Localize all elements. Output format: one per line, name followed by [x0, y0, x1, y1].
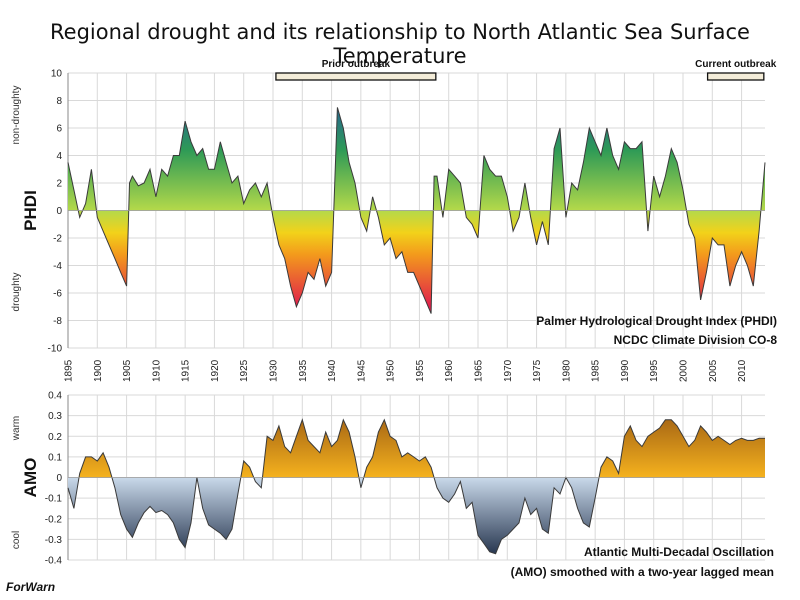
amo-series-line — [67, 418, 765, 555]
amo-positive-area — [68, 419, 765, 478]
chart-title: Regional drought and its relationship to… — [50, 20, 750, 68]
phdi-negative-area — [68, 210, 765, 314]
y-tick-label: 0.4 — [48, 391, 62, 402]
outbreak-period-bar — [275, 72, 437, 81]
x-tick-label: 1940 — [327, 359, 338, 382]
x-tick-label: 1980 — [561, 359, 572, 382]
x-tick-label: 1950 — [386, 359, 397, 382]
credit-label: ForWarn — [6, 580, 56, 594]
phdi-low-label: droughty — [11, 273, 22, 312]
x-tick-label: 1985 — [591, 359, 602, 382]
amo-low-label: cool — [11, 531, 22, 549]
phdi-series-line — [67, 107, 766, 314]
y-tick-label: -10 — [48, 344, 63, 355]
outbreak-period-label: Current outbreak — [695, 59, 777, 70]
x-tick-label: 1955 — [415, 359, 426, 382]
x-tick-label: 1930 — [269, 359, 280, 382]
amo-high-label: warm — [11, 416, 22, 441]
y-tick-label: 0.2 — [48, 432, 62, 443]
y-tick-label: -0.2 — [45, 514, 63, 525]
y-tick-label: -0.4 — [45, 556, 63, 567]
phdi-annotation-line1: Palmer Hydrological Drought Index (PHDI) — [536, 314, 777, 328]
x-tick-label: 1960 — [444, 359, 455, 382]
y-tick-label: 6 — [56, 124, 62, 135]
outbreak-period-label: Prior outbreak — [322, 59, 391, 70]
y-tick-label: 8 — [56, 96, 62, 107]
y-tick-label: 0.3 — [48, 411, 62, 422]
y-tick-label: -4 — [53, 261, 62, 272]
amo-axis-title: AMO — [21, 458, 40, 498]
y-tick-label: -0.3 — [45, 535, 63, 546]
x-tick-label: 1965 — [474, 359, 485, 382]
amo-panel: 0.4 0.3 0.2 0.1 0 -0.1 -0.2 -0.3 -0.4 AMO warm cool… — [11, 391, 774, 580]
x-tick-label: 2010 — [737, 359, 748, 382]
phdi-high-label: non-droughty — [11, 86, 22, 145]
outbreak-period-bar — [706, 72, 765, 81]
y-tick-label: 0 — [56, 206, 62, 217]
y-tick-label: -2 — [53, 234, 62, 245]
x-tick-label: 1990 — [620, 359, 631, 382]
x-tick-label: 1975 — [532, 359, 543, 382]
phdi-annotation-line2: NCDC Climate Division CO-8 — [614, 333, 778, 347]
y-tick-label: 10 — [51, 69, 63, 80]
phdi-positive-area — [68, 107, 765, 211]
y-tick-label: 2 — [56, 179, 62, 190]
x-tick-label: 1905 — [122, 359, 133, 382]
y-tick-label: -8 — [53, 316, 62, 327]
phdi-axis-title: PHDI — [21, 190, 40, 231]
y-tick-label: -6 — [53, 289, 62, 300]
x-tick-label: 1920 — [210, 359, 221, 382]
x-tick-label: 1900 — [93, 359, 104, 382]
x-tick-label: 2000 — [679, 359, 690, 382]
y-tick-label: 4 — [56, 151, 62, 162]
x-tick-label: 1925 — [239, 359, 250, 382]
amo-annotation-line2: (AMO) smoothed with a two-year lagged me… — [511, 565, 774, 579]
x-tick-label: 1935 — [298, 359, 309, 382]
y-tick-label: 0.1 — [48, 452, 62, 463]
x-tick-label: 1895 — [64, 359, 75, 382]
amo-negative-area — [68, 477, 765, 554]
amo-annotation-line1: Atlantic Multi-Decadal Oscillation — [584, 545, 774, 559]
x-tick-label: 2005 — [708, 359, 719, 382]
x-tick-label: 1915 — [181, 359, 192, 382]
x-tick-label: 1910 — [151, 359, 162, 382]
x-tick-label: 1970 — [503, 359, 514, 382]
x-tick-label: 1945 — [356, 359, 367, 382]
phdi-panel: 10 8 6 4 2 0 -2 -4 -6 -8 -10 PHDI non-droughty drough… — [11, 59, 777, 382]
y-tick-label: 0 — [56, 473, 62, 484]
x-tick-label: 1995 — [649, 359, 660, 382]
y-tick-label: -0.1 — [45, 494, 63, 505]
